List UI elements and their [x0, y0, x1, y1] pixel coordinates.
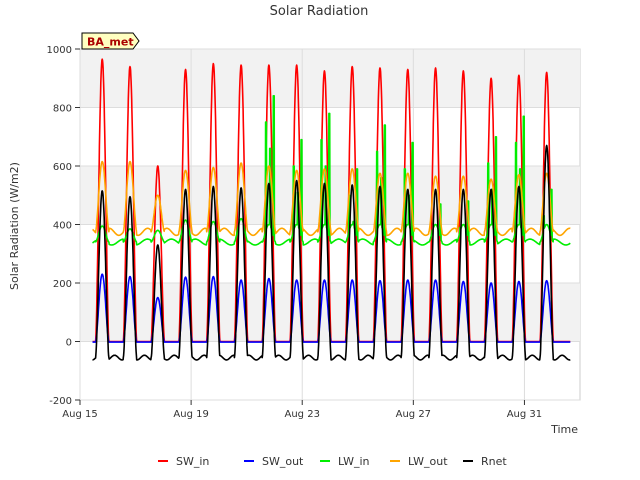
x-tick-label: Aug 15	[62, 409, 97, 420]
x-tick-label: Aug 19	[173, 409, 208, 420]
x-tick-label: Aug 31	[507, 409, 542, 420]
x-axis-label: Time	[550, 423, 578, 436]
y-tick-label: -200	[49, 396, 72, 407]
legend-item-rnet: Rnet	[463, 455, 507, 468]
legend: SW_in SW_out LW_in LW_out Rnet	[158, 455, 507, 468]
series-lines	[92, 58, 571, 361]
legend-item-lw-out: LW_out	[390, 455, 448, 468]
annotation-text: BA_met	[87, 36, 134, 49]
band	[80, 49, 580, 108]
legend-item-sw-out: SW_out	[244, 455, 304, 468]
y-tick-label: 0	[66, 338, 72, 349]
y-axis: -200 0 200 400 600 800 1000	[47, 45, 80, 407]
x-tick-label: Aug 23	[285, 409, 320, 420]
x-tick-label: Aug 27	[396, 409, 431, 420]
legend-item-lw-in: LW_in	[320, 455, 370, 468]
annotation-box	[81, 32, 140, 50]
y-tick-label: 600	[53, 162, 72, 173]
series-line-rnet	[92, 144, 571, 361]
x-axis: Aug 15 Aug 19 Aug 23 Aug 27 Aug 31	[62, 400, 542, 420]
legend-label: Rnet	[481, 455, 507, 468]
y-tick-label: 800	[53, 104, 72, 115]
series-line-sw-out	[92, 273, 571, 343]
y-tick-label: 400	[53, 221, 72, 232]
legend-label: LW_out	[408, 455, 448, 468]
ba-met-annotation: BA_met	[81, 32, 140, 50]
y-axis-label: Solar Radiation (W/m2)	[8, 162, 21, 290]
legend-item-sw-in: SW_in	[158, 455, 209, 468]
legend-label: SW_in	[176, 455, 209, 468]
y-tick-label: 200	[53, 279, 72, 290]
chart-title: Solar Radiation	[270, 4, 369, 19]
series-line-lw-out	[92, 160, 571, 237]
legend-label: SW_out	[262, 455, 304, 468]
series-line-lw-in	[92, 95, 571, 246]
y-tick-label: 1000	[47, 45, 72, 56]
legend-label: LW_in	[338, 455, 370, 468]
